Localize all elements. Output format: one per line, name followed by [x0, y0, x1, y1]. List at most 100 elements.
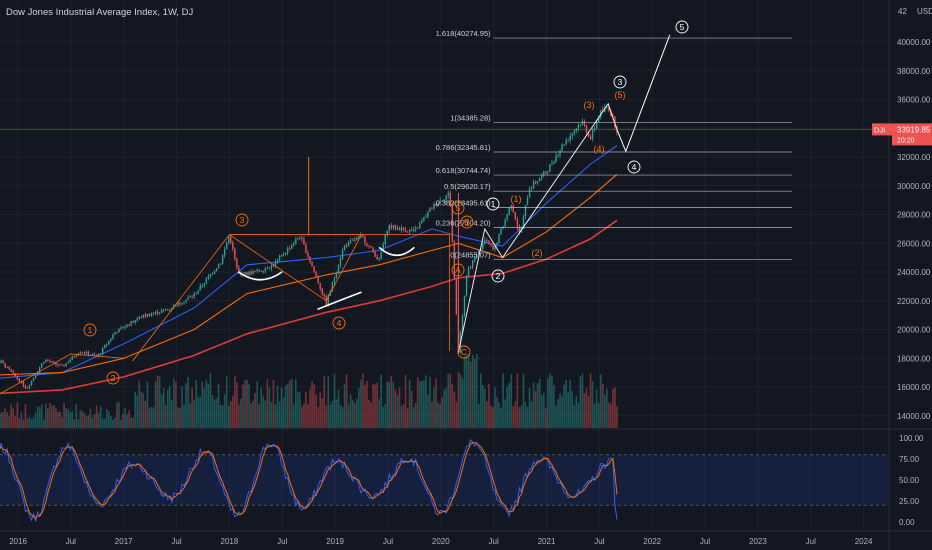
volume-bar [262, 395, 265, 428]
candle-body [128, 324, 130, 326]
candle-body [71, 356, 73, 360]
candle-body [244, 272, 246, 276]
candle-body [61, 364, 63, 366]
volume-bar [168, 386, 171, 428]
current-symbol: DJI [874, 125, 885, 134]
fib-level[interactable]: 0.5(29620.17) [444, 182, 792, 192]
candle-body [366, 242, 368, 246]
candle-body [219, 263, 222, 265]
fib-level[interactable]: 0.236(27104.20) [436, 218, 792, 228]
volume-bar [34, 412, 37, 428]
volume-bar [173, 378, 175, 428]
candle-body [575, 128, 578, 131]
fib-level[interactable]: 1(34385.28) [450, 114, 792, 124]
candle-body [447, 192, 449, 196]
candle-body [99, 353, 102, 355]
candle-body [486, 240, 488, 241]
candle-body [610, 110, 612, 116]
current-symbol-bg [872, 123, 892, 136]
volume-bar [457, 371, 460, 428]
wave-white-2[interactable]: 2 [491, 269, 505, 283]
candle-body [91, 354, 94, 356]
stochastic-panel[interactable] [0, 438, 888, 522]
candle-body [122, 327, 124, 329]
stoch-d-line [0, 442, 618, 520]
volume-bar [542, 393, 545, 428]
candle-body [47, 359, 49, 361]
volume-bar [26, 418, 29, 428]
volume-bar [502, 373, 504, 428]
candle-body [4, 363, 6, 368]
wave-orange-1[interactable]: 1 [83, 323, 97, 337]
fib-level[interactable]: 0(24855.07) [450, 251, 792, 261]
wave-white-3[interactable]: 3 [613, 75, 627, 89]
price-tick-label: 14000.00 [897, 412, 931, 421]
fib-level[interactable]: 1.618(40274.95) [436, 29, 792, 39]
fib-level[interactable]: 0.618(30744.74) [436, 166, 792, 176]
candle-body [118, 328, 120, 333]
volume-bar [193, 399, 195, 428]
wave-orange-c[interactable]: C [457, 345, 471, 359]
elliott-wave-annotations[interactable]: 1 2 3 4 5 A B C (1) (2) (3) (4) (5) 1 2 3 4 5 [0, 20, 689, 399]
wave-orange-a[interactable]: A [451, 263, 465, 277]
wave-circle [486, 197, 500, 211]
volume-bar [4, 408, 6, 428]
volume-bar [593, 403, 596, 428]
candle-body [453, 241, 456, 278]
wave-label: 4 [337, 318, 342, 328]
volume-bar [313, 384, 315, 428]
wave-orange-3[interactable]: 3 [235, 213, 249, 227]
volume-bar [506, 386, 509, 428]
fib-level[interactable]: 0.786(32345.81) [436, 143, 792, 153]
candle-body [201, 285, 203, 287]
wave-orange-5[interactable]: 5 [451, 201, 465, 215]
wave-orange-4[interactable]: 4 [332, 316, 346, 330]
wave-orange-2[interactable]: 2 [106, 371, 120, 385]
volume-bar [236, 382, 238, 428]
candle-body [191, 296, 193, 298]
candle-body [140, 316, 143, 318]
volume-bar [177, 407, 179, 428]
volume-bar [97, 413, 100, 428]
candle-body [500, 228, 502, 234]
volume-bar [101, 418, 104, 428]
volume-bar [103, 419, 106, 428]
volume-bar [99, 406, 102, 428]
current-price-tag[interactable]: DJI 33919.85 20:20 [872, 123, 932, 146]
fib-level[interactable]: 0.382(28495.61) [436, 198, 792, 208]
candle-body [262, 271, 264, 272]
volume-bar [217, 383, 220, 428]
fib-retracement[interactable]: 1.618(40274.95) 1(34385.28) 0.786(32345.81… [436, 29, 792, 261]
volume-bar [297, 392, 299, 428]
candles[interactable] [0, 104, 618, 390]
wave-orange-b[interactable]: B [460, 215, 474, 229]
candle-body [305, 244, 307, 254]
moving-average-1 [0, 145, 618, 379]
volume-bar [280, 387, 283, 428]
wave-white-1[interactable]: 1 [486, 197, 500, 211]
volume-bar [142, 393, 145, 428]
candle-body [559, 150, 561, 156]
volume-bar [197, 397, 200, 428]
wave-label: A [455, 265, 461, 275]
volume-bar [240, 398, 242, 428]
candle-body [547, 171, 549, 173]
volume-bar [575, 395, 578, 428]
candle-body [187, 297, 189, 300]
volume-bar [59, 411, 61, 428]
volume-bar [53, 405, 55, 428]
volume-bar [286, 383, 289, 428]
wave-white-5[interactable]: 5 [675, 20, 689, 34]
pattern-arc [317, 291, 362, 311]
volume-bar [398, 387, 401, 428]
volume-bar [530, 401, 533, 428]
volume-bar [372, 383, 374, 428]
volume-bar [585, 387, 588, 428]
volume-bar [55, 408, 57, 428]
volume-bar [394, 389, 397, 428]
candle-body [165, 309, 167, 311]
volume-bar [518, 407, 521, 428]
wave-white-4[interactable]: 4 [627, 160, 641, 174]
